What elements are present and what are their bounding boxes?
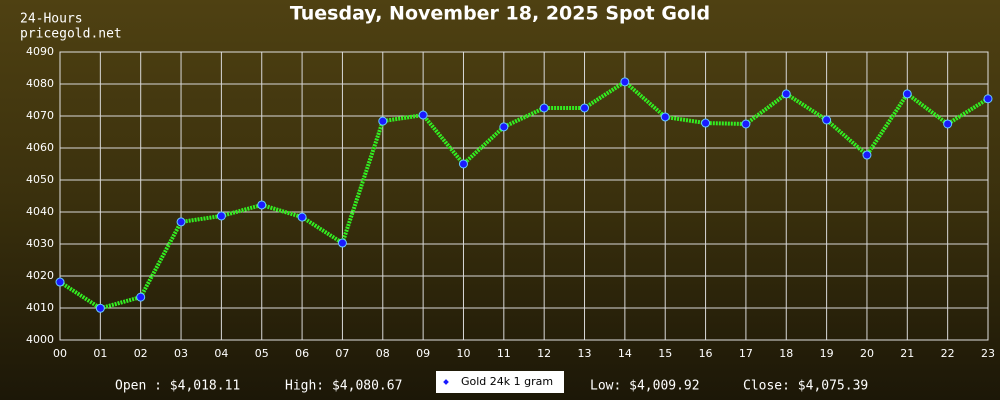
x-tick-label: 14 xyxy=(618,347,632,360)
data-point xyxy=(620,77,630,87)
data-point xyxy=(458,159,468,169)
data-point xyxy=(822,115,832,125)
x-tick-label: 06 xyxy=(295,347,309,360)
data-point xyxy=(136,292,146,302)
data-point xyxy=(580,103,590,113)
stat: Low: $4,009.92 xyxy=(590,379,700,394)
x-tick-label: 07 xyxy=(335,347,349,360)
x-tick-label: 09 xyxy=(416,347,430,360)
data-point xyxy=(176,217,186,227)
y-tick-label: 4000 xyxy=(26,333,54,346)
data-point xyxy=(337,238,347,248)
x-tick-label: 22 xyxy=(941,347,955,360)
x-tick-label: 03 xyxy=(174,347,188,360)
data-point xyxy=(539,103,549,113)
x-tick-label: 08 xyxy=(376,347,390,360)
x-tick-label: 20 xyxy=(860,347,874,360)
legend-marker xyxy=(443,379,449,385)
data-point xyxy=(95,303,105,313)
y-tick-label: 4030 xyxy=(26,237,54,250)
data-point xyxy=(943,119,953,129)
data-point xyxy=(55,277,65,287)
data-point xyxy=(418,110,428,120)
y-tick-label: 4090 xyxy=(26,45,54,58)
data-point xyxy=(741,119,751,129)
chart-title: Tuesday, November 18, 2025 Spot Gold xyxy=(290,3,710,25)
data-point xyxy=(297,212,307,222)
x-tick-label: 02 xyxy=(134,347,148,360)
y-tick-label: 4020 xyxy=(26,269,54,282)
legend-label: Gold 24k 1 gram xyxy=(461,375,553,388)
x-tick-label: 00 xyxy=(53,347,67,360)
y-tick-label: 4050 xyxy=(26,173,54,186)
y-tick-label: 4010 xyxy=(26,301,54,314)
series-line xyxy=(58,79,990,311)
annotation: pricegold.net xyxy=(20,27,122,42)
x-tick-label: 01 xyxy=(93,347,107,360)
stat: Open : $4,018.11 xyxy=(115,379,240,394)
x-tick-label: 05 xyxy=(255,347,269,360)
x-tick-label: 21 xyxy=(900,347,914,360)
x-tick-label: 16 xyxy=(699,347,713,360)
y-tick-label: 4060 xyxy=(26,141,54,154)
x-tick-label: 19 xyxy=(820,347,834,360)
stat: Close: $4,075.39 xyxy=(743,379,868,394)
data-point xyxy=(216,211,226,221)
y-tick-label: 4040 xyxy=(26,205,54,218)
x-tick-label: 18 xyxy=(779,347,793,360)
y-tick-label: 4080 xyxy=(26,77,54,90)
x-tick-label: 04 xyxy=(214,347,228,360)
data-point xyxy=(902,89,912,99)
x-tick-label: 13 xyxy=(578,347,592,360)
data-point xyxy=(499,122,509,132)
data-point xyxy=(701,118,711,128)
x-tick-label: 11 xyxy=(497,347,511,360)
data-point xyxy=(781,89,791,99)
plot-border xyxy=(59,51,989,341)
x-tick-label: 15 xyxy=(658,347,672,360)
data-point xyxy=(257,200,267,210)
data-point xyxy=(660,112,670,122)
legend-box xyxy=(436,371,564,393)
data-point xyxy=(983,94,993,104)
x-tick-label: 10 xyxy=(456,347,470,360)
x-tick-label: 12 xyxy=(537,347,551,360)
legend: Gold 24k 1 gram xyxy=(436,371,564,393)
stat: High: $4,080.67 xyxy=(285,379,402,394)
annotation: 24-Hours xyxy=(20,12,83,27)
x-tick-label: 17 xyxy=(739,347,753,360)
x-tick-label: 23 xyxy=(981,347,995,360)
data-point xyxy=(862,150,872,160)
y-tick-label: 4070 xyxy=(26,109,54,122)
data-point xyxy=(378,116,388,126)
